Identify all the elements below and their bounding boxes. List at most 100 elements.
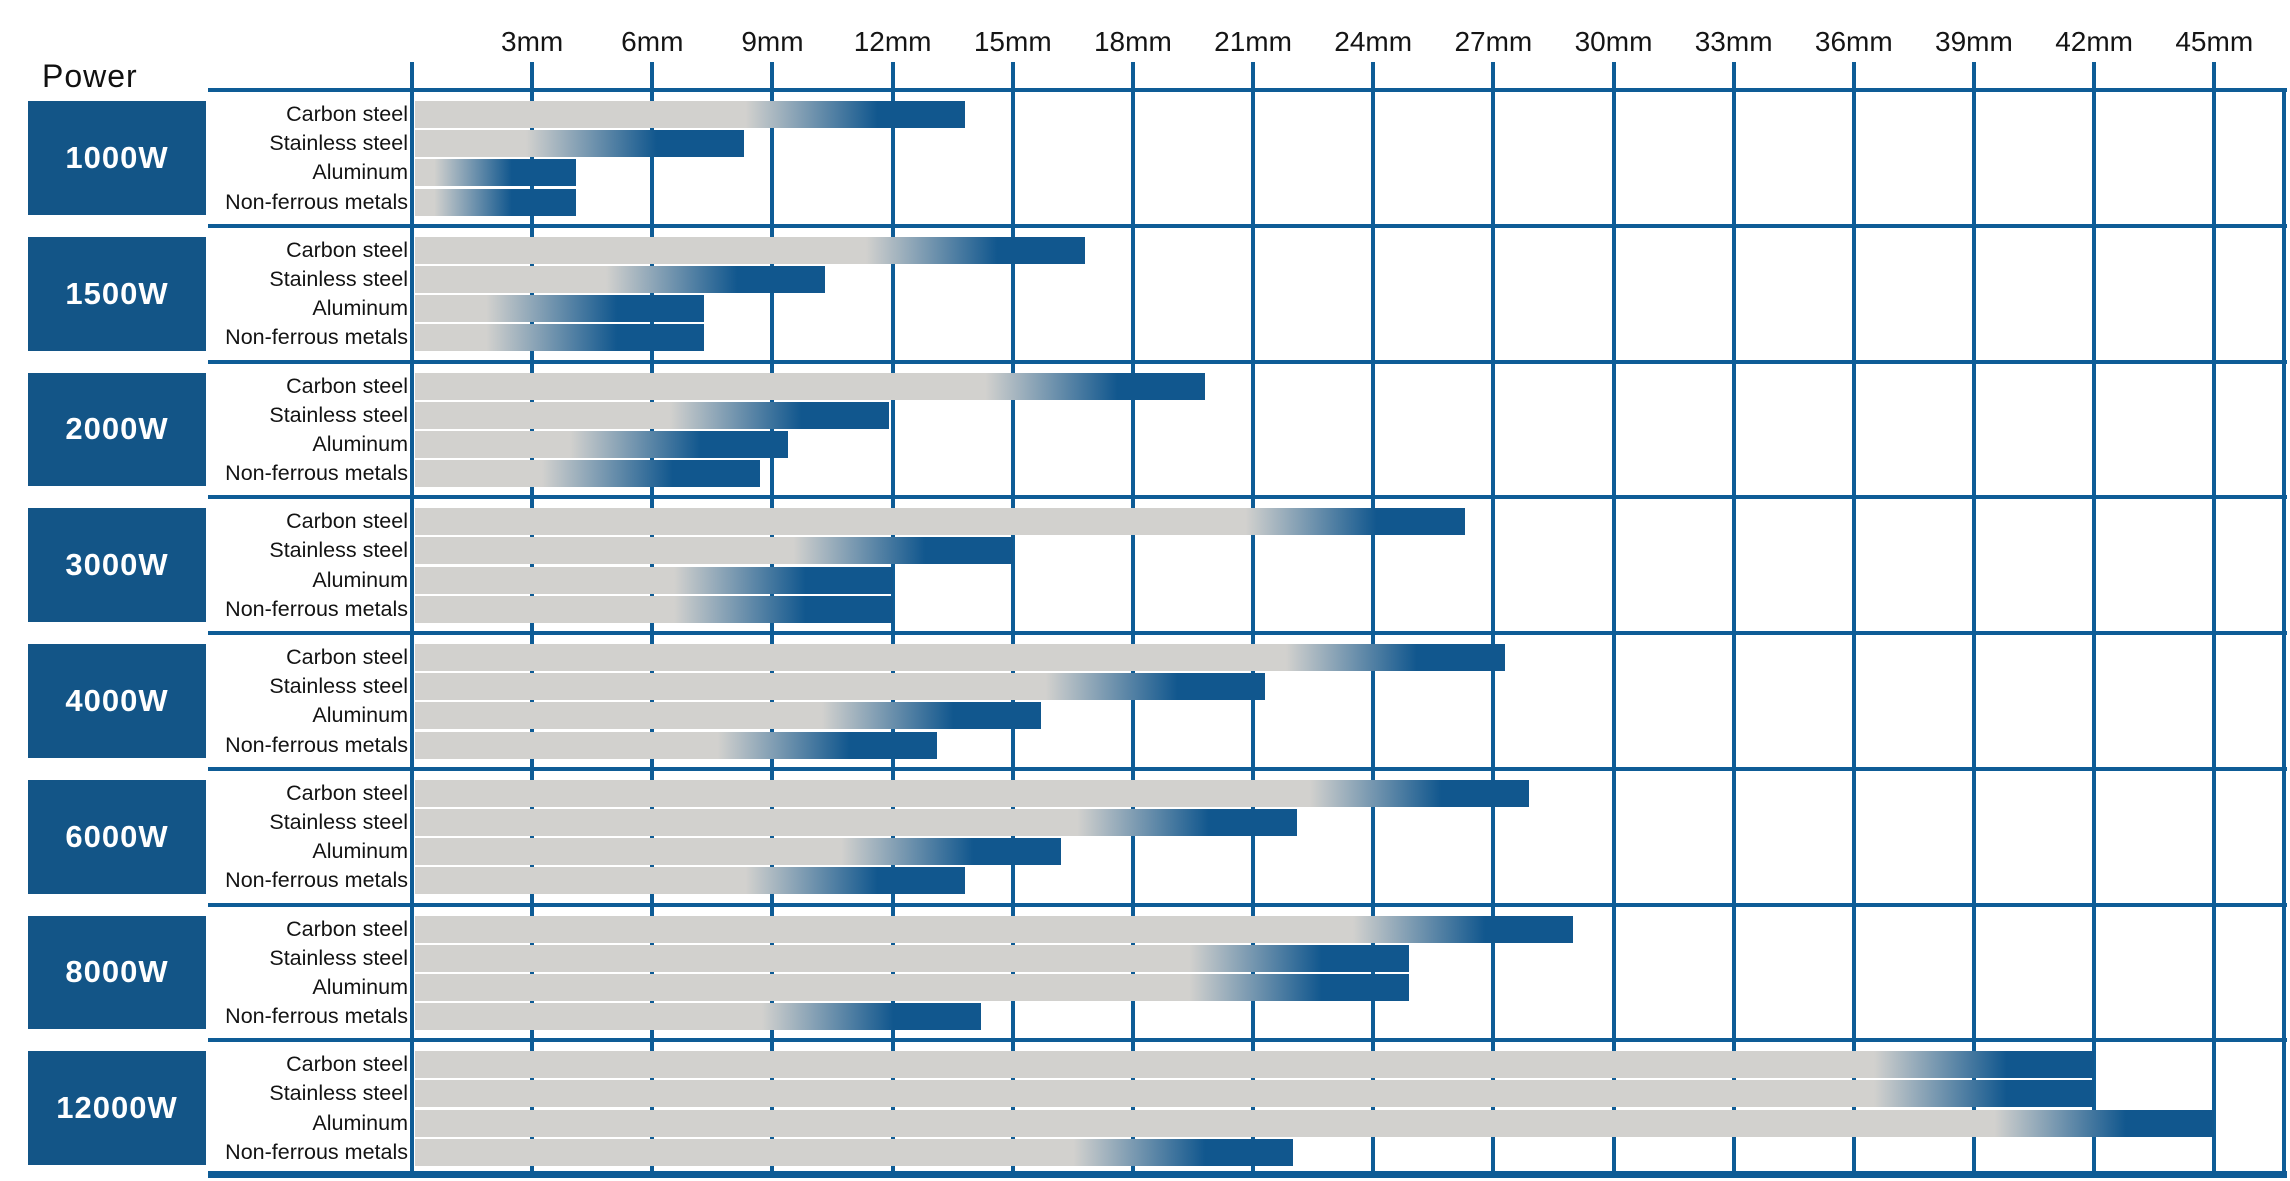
gridline <box>1130 62 1135 1176</box>
material-label: Stainless steel <box>269 402 408 427</box>
thickness-bar <box>415 101 965 128</box>
material-label: Non-ferrous metals <box>225 189 408 214</box>
material-label: Stainless steel <box>269 1081 408 1106</box>
axis-tick-label: 9mm <box>741 26 804 57</box>
power-box-label: 6000W <box>65 818 169 854</box>
power-box-label: 2000W <box>65 411 169 447</box>
thickness-bar <box>415 130 745 158</box>
thickness-bar <box>415 566 893 594</box>
thickness-bar <box>415 1109 2215 1137</box>
material-label: Stainless steel <box>269 538 408 563</box>
thickness-bar <box>415 808 1298 836</box>
block-separator <box>208 902 2287 907</box>
thickness-bar <box>415 372 1205 400</box>
gridline <box>1851 62 1856 1176</box>
thickness-bar <box>415 295 705 323</box>
block-separator <box>208 1038 2287 1043</box>
material-label: Aluminum <box>312 296 408 321</box>
thickness-bar <box>415 731 937 759</box>
block-separator <box>208 223 2287 228</box>
gridline <box>410 62 414 1176</box>
thickness-bar <box>415 644 1506 671</box>
material-label: Aluminum <box>312 839 408 864</box>
material-label: Carbon steel <box>286 102 408 126</box>
axis-tick-label: 6mm <box>621 26 684 57</box>
gridline <box>1491 62 1496 1176</box>
thickness-bar <box>415 324 705 352</box>
thickness-bar <box>415 702 1041 730</box>
axis-tick-label: 33mm <box>1694 26 1773 57</box>
thickness-bar <box>415 779 1530 807</box>
material-label: Non-ferrous metals <box>225 1139 408 1164</box>
axis-tick-label: 39mm <box>1935 26 2013 57</box>
axis-tick-label: 42mm <box>2055 26 2133 57</box>
power-box-label: 8000W <box>65 954 169 990</box>
gridline <box>890 62 895 1176</box>
material-label: Stainless steel <box>269 674 408 699</box>
axis-tick-label: 21mm <box>1214 26 1292 57</box>
power-box-label: 1500W <box>65 275 169 311</box>
thickness-bar <box>415 944 1410 972</box>
axis-tick-label: 27mm <box>1454 26 1533 57</box>
power-box-label: 4000W <box>65 682 169 718</box>
material-label: Non-ferrous metals <box>225 325 408 350</box>
block-separator <box>208 88 2287 92</box>
thickness-bar <box>415 159 577 187</box>
material-label: Aluminum <box>312 567 408 592</box>
thickness-bar <box>415 401 889 429</box>
thickness-bar <box>415 430 789 458</box>
material-label: Carbon steel <box>286 509 408 534</box>
material-label: Stainless steel <box>269 266 408 291</box>
material-label: Carbon steel <box>286 1052 408 1077</box>
material-label: Non-ferrous metals <box>225 1004 408 1029</box>
material-label: Aluminum <box>312 431 408 456</box>
material-label: Stainless steel <box>269 945 408 970</box>
power-box: 8000W <box>28 915 206 1030</box>
axis-tick-label: 18mm <box>1093 26 1172 57</box>
axis-tick-label: 36mm <box>1814 26 1893 57</box>
power-box: 1000W <box>28 101 206 215</box>
gridline <box>1611 62 1616 1176</box>
gridline <box>1971 62 1976 1176</box>
power-box-label: 1000W <box>65 139 169 175</box>
material-label: Carbon steel <box>286 373 408 398</box>
power-box-label: 3000W <box>65 547 169 583</box>
thickness-bar <box>415 1138 1294 1166</box>
power-box: 2000W <box>28 372 206 487</box>
axis-tick-label: 3mm <box>501 26 564 57</box>
thickness-bar <box>415 595 893 623</box>
material-label: Aluminum <box>312 160 408 185</box>
thickness-bar <box>415 867 965 895</box>
axis-tick-label: 24mm <box>1334 26 1413 57</box>
thickness-bar <box>415 673 1266 701</box>
power-box: 12000W <box>28 1051 206 1165</box>
axis-tick-label: 45mm <box>2175 26 2254 57</box>
material-label: Aluminum <box>312 703 408 728</box>
gridline <box>1731 62 1736 1176</box>
material-label: Aluminum <box>312 974 408 999</box>
power-box: 1500W <box>28 236 206 351</box>
thickness-bar <box>415 508 1466 536</box>
thickness-bar <box>415 1051 2095 1079</box>
material-label: Carbon steel <box>286 237 408 262</box>
material-label: Non-ferrous metals <box>225 596 408 621</box>
axis-tick-label: 15mm <box>973 26 1052 57</box>
material-label: Non-ferrous metals <box>225 868 408 893</box>
thickness-bar <box>415 838 1061 866</box>
material-label: Carbon steel <box>286 916 408 941</box>
thickness-bar <box>415 973 1410 1001</box>
block-separator <box>208 495 2287 500</box>
block-separator <box>208 631 2287 635</box>
material-label: Stainless steel <box>269 809 408 834</box>
thickness-bar <box>415 915 1574 943</box>
power-box: 4000W <box>28 644 206 758</box>
block-separator <box>208 766 2287 771</box>
material-label: Stainless steel <box>269 131 408 156</box>
material-label: Carbon steel <box>286 780 408 805</box>
thickness-bar <box>415 1080 2095 1108</box>
gridline <box>2092 62 2097 1176</box>
thickness-bar <box>415 265 825 293</box>
thickness-bar <box>415 537 1013 565</box>
thickness-bar <box>415 1003 981 1031</box>
